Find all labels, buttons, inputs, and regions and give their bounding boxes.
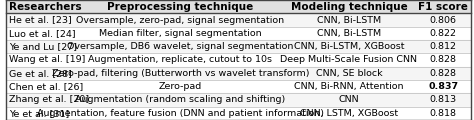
Text: CNN, Bi-RNN, Attention: CNN, Bi-RNN, Attention bbox=[294, 82, 404, 91]
Text: Augmentation, feature fusion (DNN and patient information): Augmentation, feature fusion (DNN and pa… bbox=[37, 109, 324, 118]
Text: He et al. [23]: He et al. [23] bbox=[9, 15, 72, 24]
Text: 0.813: 0.813 bbox=[429, 96, 457, 105]
Text: Modeling technique: Modeling technique bbox=[291, 2, 407, 12]
Text: Chen et al. [26]: Chen et al. [26] bbox=[9, 82, 84, 91]
Text: Researchers: Researchers bbox=[9, 2, 82, 12]
Text: CNN: CNN bbox=[338, 96, 359, 105]
Text: 0.806: 0.806 bbox=[430, 15, 456, 24]
Text: Deep Multi-Scale Fusion CNN: Deep Multi-Scale Fusion CNN bbox=[281, 55, 418, 65]
Text: CNN, Bi-LSTM: CNN, Bi-LSTM bbox=[317, 29, 381, 38]
Text: CNN, Bi-LSTM: CNN, Bi-LSTM bbox=[317, 15, 381, 24]
Bar bbox=[6, 67, 471, 80]
Text: Median filter, signal segmentation: Median filter, signal segmentation bbox=[99, 29, 262, 38]
Text: 0.812: 0.812 bbox=[430, 42, 456, 51]
Text: Augmentation (random scaling and shifting): Augmentation (random scaling and shiftin… bbox=[75, 96, 285, 105]
Bar bbox=[6, 80, 471, 93]
Bar bbox=[6, 53, 471, 67]
Text: Zero-pad, filtering (Butterworth vs wavelet transform): Zero-pad, filtering (Butterworth vs wave… bbox=[52, 69, 309, 78]
Text: Ye and Lu [27]: Ye and Lu [27] bbox=[9, 42, 77, 51]
Text: 0.822: 0.822 bbox=[430, 29, 456, 38]
Text: Oversample, DB6 wavelet, signal segmentation: Oversample, DB6 wavelet, signal segmenta… bbox=[67, 42, 293, 51]
Text: 0.828: 0.828 bbox=[430, 69, 456, 78]
Text: CNN, SE block: CNN, SE block bbox=[316, 69, 382, 78]
Bar bbox=[6, 27, 471, 40]
Text: Luo et al. [24]: Luo et al. [24] bbox=[9, 29, 76, 38]
Bar bbox=[6, 93, 471, 107]
Bar bbox=[6, 40, 471, 53]
Text: Oversample, zero-pad, signal segmentation: Oversample, zero-pad, signal segmentatio… bbox=[76, 15, 284, 24]
Text: 0.837: 0.837 bbox=[428, 82, 458, 91]
Text: CNN, LSTM, XGBoost: CNN, LSTM, XGBoost bbox=[300, 109, 398, 118]
Text: Ye et al. [31]: Ye et al. [31] bbox=[9, 109, 70, 118]
Text: Zero-pad: Zero-pad bbox=[159, 82, 202, 91]
Text: 0.828: 0.828 bbox=[430, 55, 456, 65]
Text: Ge et al. [28]: Ge et al. [28] bbox=[9, 69, 73, 78]
Text: 0.818: 0.818 bbox=[430, 109, 456, 118]
Text: Wang et al. [19]: Wang et al. [19] bbox=[9, 55, 86, 65]
Bar bbox=[6, 107, 471, 120]
Text: Preprocessing technique: Preprocessing technique bbox=[107, 2, 254, 12]
Bar bbox=[6, 13, 471, 27]
Text: Zhang et al. [20]: Zhang et al. [20] bbox=[9, 96, 90, 105]
Text: F1 score: F1 score bbox=[418, 2, 468, 12]
Bar bbox=[6, 0, 471, 13]
Text: Augmentation, replicate, cutout to 10s: Augmentation, replicate, cutout to 10s bbox=[88, 55, 272, 65]
Text: CNN, Bi-LSTM, XGBoost: CNN, Bi-LSTM, XGBoost bbox=[294, 42, 404, 51]
